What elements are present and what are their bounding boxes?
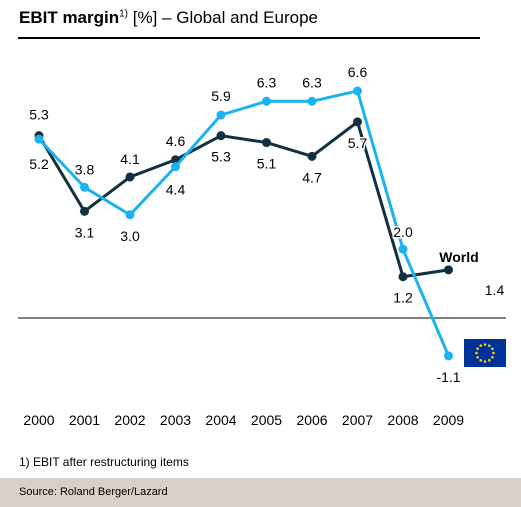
- eu-star: [476, 355, 479, 359]
- world-point-2009: [444, 265, 453, 275]
- title-bold: EBIT margin: [19, 8, 120, 27]
- eu-star: [491, 355, 494, 359]
- world-label-2009: 1.4: [485, 282, 505, 298]
- world-label-2004: 5.3: [211, 149, 231, 165]
- world-point-2007: [353, 117, 362, 127]
- eu-star: [492, 351, 495, 355]
- world-label-2006: 4.7: [302, 169, 322, 185]
- x-tick-2003: 2003: [160, 412, 191, 428]
- europe-label-2007: 6.6: [348, 64, 368, 80]
- europe-label-2008: 2.0: [393, 224, 413, 240]
- footnote: 1) EBIT after restructuring items: [19, 455, 189, 469]
- source-bar: Source: Roland Berger/Lazard: [0, 478, 521, 507]
- europe-point-2009: [444, 351, 453, 361]
- eu-star: [487, 344, 491, 347]
- eu-star: [483, 343, 487, 346]
- europe-point-2000: [34, 134, 44, 144]
- eu-star: [487, 359, 491, 362]
- x-tick-2006: 2006: [296, 412, 327, 428]
- x-tick-2004: 2004: [205, 412, 236, 428]
- europe-point-2005: [262, 96, 271, 106]
- europe-point-2003: [171, 162, 180, 172]
- europe-point-2004: [216, 110, 226, 120]
- europe-point-2007: [353, 86, 362, 96]
- europe-label-2006: 6.3: [302, 74, 322, 90]
- title-rest: [%] – Global and Europe: [128, 8, 318, 27]
- world-label-2007: 5.7: [348, 135, 368, 151]
- europe-point-2001: [80, 182, 89, 192]
- world-point-2008: [398, 272, 408, 282]
- world-label-2008: 1.2: [393, 290, 413, 306]
- world-series-line: [37, 120, 449, 279]
- title-footnote-mark: 1): [119, 8, 129, 20]
- x-tick-2009: 2009: [433, 412, 464, 428]
- europe-label-2005: 6.3: [257, 74, 277, 90]
- title-rule: [18, 37, 480, 39]
- world-label-2003: 4.6: [166, 133, 186, 149]
- eu-star: [475, 351, 478, 355]
- world-point-2001: [80, 206, 89, 216]
- europe-point-2006: [307, 96, 317, 106]
- world-label-2005: 5.1: [257, 156, 277, 172]
- europe-label-2003: 4.4: [166, 182, 186, 198]
- x-tick-2001: 2001: [69, 412, 100, 428]
- world-point-2005: [262, 138, 271, 148]
- x-tick-2002: 2002: [114, 412, 145, 428]
- world-series-name: World: [439, 249, 478, 265]
- eu-star: [479, 359, 483, 362]
- x-tick-2000: 2000: [23, 412, 54, 428]
- x-tick-2008: 2008: [387, 412, 418, 428]
- world-label-2001: 3.1: [75, 224, 95, 240]
- europe-label-2001: 3.8: [75, 161, 95, 177]
- world-point-2006: [307, 151, 317, 161]
- europe-point-2008: [398, 244, 408, 254]
- europe-label-2000: 5.2: [29, 156, 49, 172]
- chart-title: EBIT margin1) [%] – Global and Europe: [19, 8, 318, 28]
- source-text: Source: Roland Berger/Lazard: [19, 486, 168, 498]
- europe-series-line: [37, 89, 450, 357]
- eu-star: [476, 347, 479, 351]
- x-tick-2007: 2007: [342, 412, 373, 428]
- europe-label-2004: 5.9: [211, 88, 231, 104]
- europe-label-2009: -1.1: [436, 369, 460, 385]
- x-tick-2005: 2005: [251, 412, 282, 428]
- europe-label-2002: 3.0: [120, 228, 140, 244]
- eu-flag-icon: [464, 339, 506, 367]
- eu-star: [479, 344, 483, 347]
- world-point-2002: [125, 172, 135, 182]
- eu-star: [491, 347, 494, 351]
- europe-point-2002: [125, 210, 135, 220]
- world-point-2004: [216, 131, 226, 141]
- eu-star: [483, 360, 487, 363]
- world-label-2002: 4.1: [120, 151, 140, 167]
- world-label-2000: 5.3: [29, 107, 49, 123]
